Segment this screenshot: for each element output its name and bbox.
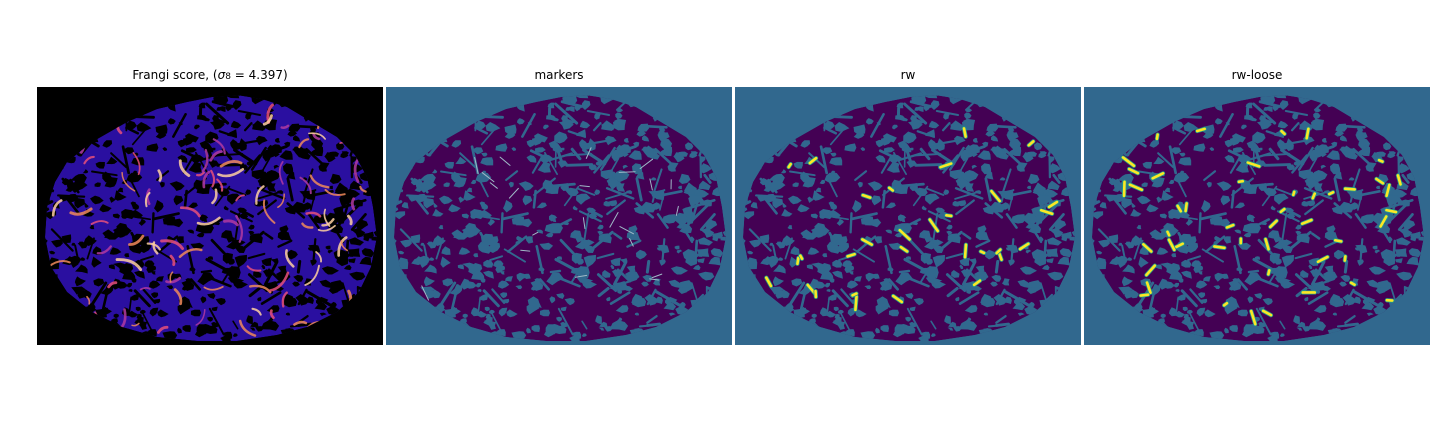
panel-title-rw-loose: rw-loose: [1231, 68, 1283, 82]
panel-title-markers: markers: [534, 68, 584, 82]
panel-title-frangi: Frangi score, (σ8 = 4.397): [132, 68, 288, 82]
markers-image: [386, 87, 732, 345]
rw-image: [735, 87, 1081, 345]
frangi-score-image: [37, 87, 383, 345]
rw-loose-image: [1084, 87, 1430, 345]
panel-title-rw: rw: [900, 68, 916, 82]
